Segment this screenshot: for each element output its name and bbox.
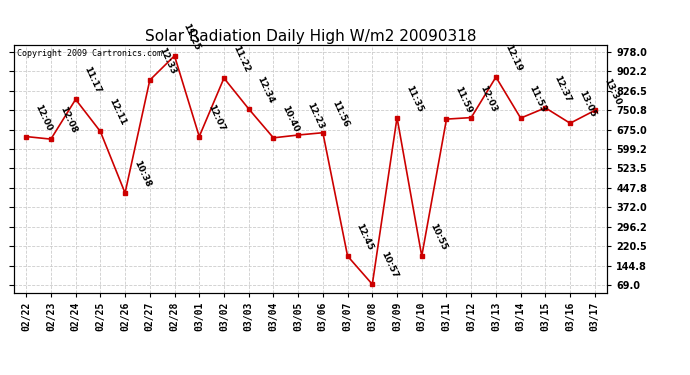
Text: 12:23: 12:23 [305, 101, 326, 131]
Text: 10:38: 10:38 [132, 159, 152, 189]
Text: 11:59: 11:59 [453, 85, 474, 115]
Text: 10:55: 10:55 [428, 222, 449, 252]
Text: 11:56: 11:56 [330, 99, 350, 129]
Text: 12:34: 12:34 [255, 75, 276, 105]
Text: 11:53: 11:53 [528, 84, 548, 114]
Text: 12:00: 12:00 [33, 103, 53, 132]
Text: 12:33: 12:33 [157, 46, 177, 76]
Text: 12:45: 12:45 [355, 222, 375, 252]
Title: Solar Radiation Daily High W/m2 20090318: Solar Radiation Daily High W/m2 20090318 [145, 29, 476, 44]
Text: 12:08: 12:08 [58, 105, 78, 135]
Text: 12:07: 12:07 [206, 103, 226, 132]
Text: 11:22: 11:22 [231, 44, 251, 74]
Text: 12:11: 12:11 [107, 98, 128, 127]
Text: Copyright 2009 Cartronics.com: Copyright 2009 Cartronics.com [17, 49, 161, 58]
Text: 13:30: 13:30 [602, 76, 622, 106]
Text: 12:37: 12:37 [552, 74, 573, 104]
Text: 10:57: 10:57 [380, 251, 400, 280]
Text: 11:17: 11:17 [83, 65, 103, 95]
Text: 13:05: 13:05 [577, 89, 598, 119]
Text: 12:03: 12:03 [478, 84, 498, 113]
Text: 12:19: 12:19 [503, 43, 523, 73]
Text: 11:35: 11:35 [404, 84, 424, 113]
Text: 11:25: 11:25 [181, 22, 201, 52]
Text: 10:40: 10:40 [280, 104, 301, 134]
